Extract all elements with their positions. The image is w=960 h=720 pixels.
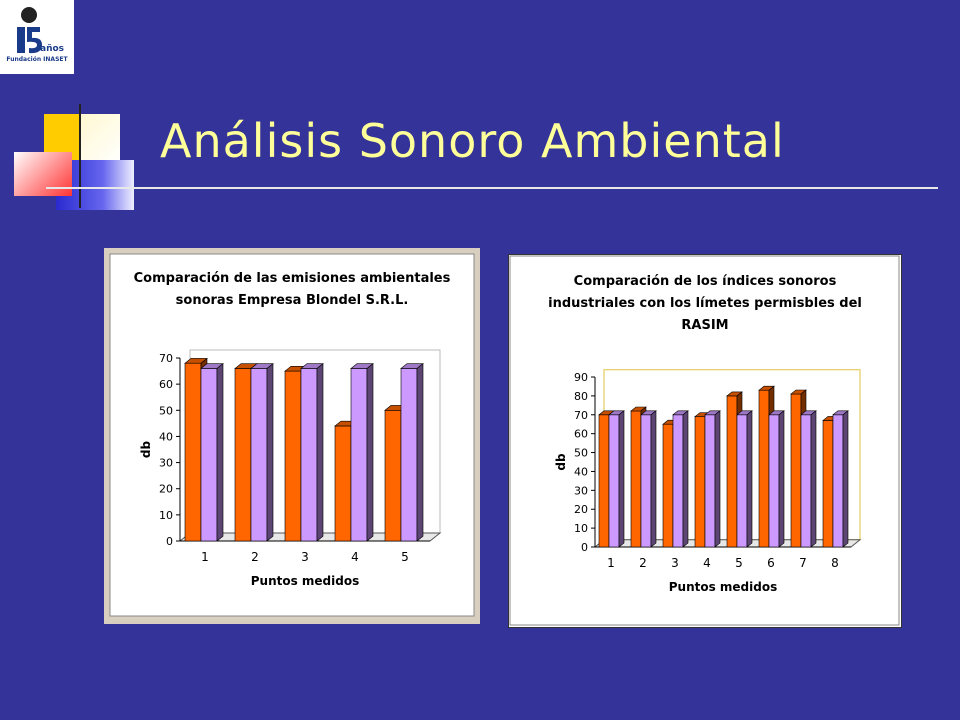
y-tick-label: 90	[574, 371, 588, 384]
deco-red-square	[14, 152, 72, 196]
bar-front	[694, 416, 706, 548]
bar-front	[832, 414, 844, 548]
logo-org: Fundación INASET	[6, 56, 68, 63]
bar-front	[384, 409, 402, 542]
chart-panel-1: Comparación de las emisiones ambientales…	[104, 248, 480, 624]
bar-front	[334, 425, 352, 542]
y-tick-label: 70	[159, 352, 173, 365]
bar-front	[672, 414, 684, 548]
chart-title-line: RASIM	[681, 318, 728, 333]
bar-front	[662, 423, 674, 548]
bar-side	[842, 410, 849, 548]
chart-panel-2: Comparación de los índices sonoros indust…	[508, 254, 902, 628]
bar-front	[300, 368, 318, 542]
deco-vertical-line	[79, 104, 81, 208]
x-tick-label: 1	[607, 556, 615, 570]
bar-front	[758, 389, 770, 548]
bar-front	[234, 368, 252, 542]
bar-front	[640, 414, 652, 548]
y-tick-label: 30	[159, 457, 173, 470]
bar-front	[726, 395, 738, 548]
x-axis-label: Puntos medidos	[669, 580, 778, 594]
chart-title-line: Comparación de los índices sonoros	[574, 274, 837, 289]
bar-side	[714, 410, 721, 548]
bar-front	[608, 414, 620, 548]
x-tick-label: 7	[799, 556, 807, 570]
y-tick-label: 60	[159, 378, 173, 391]
bar-front	[630, 410, 642, 548]
x-tick-label: 5	[401, 550, 409, 564]
x-tick-label: 4	[351, 550, 359, 564]
y-tick-label: 0	[581, 541, 588, 554]
y-tick-label: 30	[574, 484, 588, 497]
x-tick-label: 1	[201, 550, 209, 564]
bar-side	[316, 363, 324, 542]
bar-front	[598, 414, 610, 548]
bar-side	[416, 363, 424, 542]
bar-side	[366, 363, 374, 542]
x-tick-label: 5	[735, 556, 743, 570]
x-tick-label: 2	[639, 556, 647, 570]
chart-title-line: Comparación de las emisiones ambientales	[134, 271, 451, 286]
y-tick-label: 50	[574, 447, 588, 460]
slide-title: Análisis Sonoro Ambiental	[160, 114, 785, 168]
x-tick-label: 3	[671, 556, 679, 570]
chart-title-line: sonoras Empresa Blondel S.R.L.	[176, 293, 409, 308]
bar-front	[800, 414, 812, 548]
y-tick-label: 10	[574, 522, 588, 535]
bar-side	[810, 410, 817, 548]
bar-side	[266, 363, 274, 542]
chart-2: Comparación de los índices sonoros indust…	[509, 255, 900, 626]
y-tick-label: 80	[574, 390, 588, 403]
bar-side	[682, 410, 689, 548]
deco-light-square	[80, 114, 120, 164]
y-tick-label: 40	[574, 465, 588, 478]
title-underline	[46, 187, 938, 189]
y-tick-label: 40	[159, 430, 173, 443]
chart-1: Comparación de las emisiones ambientales…	[109, 253, 475, 617]
x-tick-label: 2	[251, 550, 259, 564]
y-tick-label: 20	[159, 483, 173, 496]
logo-graphic	[17, 7, 42, 54]
bar-front	[736, 414, 748, 548]
x-tick-label: 8	[831, 556, 839, 570]
x-tick-label: 6	[767, 556, 775, 570]
x-tick-label: 3	[301, 550, 309, 564]
bar-front	[822, 420, 834, 548]
bar-front	[200, 368, 218, 542]
bar-front	[768, 414, 780, 548]
bar-side	[778, 410, 785, 548]
y-axis-label: db	[554, 453, 568, 471]
y-tick-label: 60	[574, 428, 588, 441]
bar-front	[350, 368, 368, 542]
logo: años Fundación INASET	[0, 0, 74, 74]
x-axis-label: Puntos medidos	[251, 574, 360, 588]
x-tick-label: 4	[703, 556, 711, 570]
y-tick-label: 70	[574, 409, 588, 422]
bar-side	[746, 410, 753, 548]
y-tick-label: 20	[574, 503, 588, 516]
bar-front	[184, 362, 202, 542]
y-tick-label: 10	[159, 509, 173, 522]
y-tick-label: 50	[159, 404, 173, 417]
y-axis-label: db	[139, 441, 153, 459]
bar-front	[284, 370, 302, 542]
logo-years: años	[40, 44, 65, 54]
bar-front	[400, 368, 418, 542]
bar-side	[618, 410, 625, 548]
bar-front	[704, 414, 716, 548]
chart-title-line: industriales con los límetes permisbles …	[548, 296, 862, 311]
bar-side	[216, 363, 224, 542]
y-tick-label: 0	[166, 535, 173, 548]
bar-side	[650, 410, 657, 548]
bar-front	[790, 393, 802, 548]
bar-front	[250, 368, 268, 542]
